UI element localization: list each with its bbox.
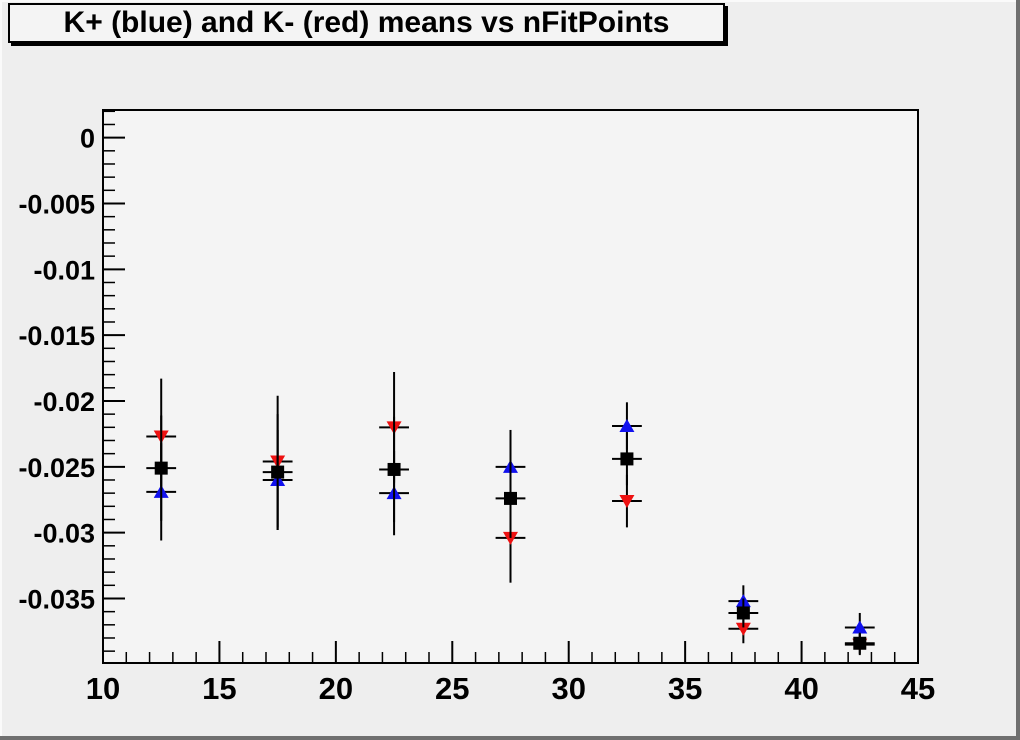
y-tick-label: -0.025 xyxy=(18,453,95,483)
y-tick-label: -0.015 xyxy=(18,321,95,351)
y-tick-label: -0.01 xyxy=(33,255,95,285)
marker-combined-black- xyxy=(620,452,634,466)
x-tick-label: 25 xyxy=(435,671,469,706)
marker-combined-black- xyxy=(271,465,285,479)
y-tick-label: -0.03 xyxy=(33,519,95,549)
marker-combined-black- xyxy=(853,636,867,650)
marker-combined-black- xyxy=(504,491,517,505)
marker-combined-black- xyxy=(387,462,401,476)
chart-title: K+ (blue) and K- (red) means vs nFitPoin… xyxy=(63,6,670,39)
x-tick-label: 20 xyxy=(319,671,353,706)
window-bevel-left xyxy=(0,0,2,740)
window-bevel-top xyxy=(0,0,1020,2)
x-tick-label: 10 xyxy=(86,671,120,706)
window-bevel-bottom xyxy=(0,736,1020,740)
marker-k--red- xyxy=(619,495,635,509)
marker-combined-black- xyxy=(154,461,168,475)
x-tick-label: 35 xyxy=(668,671,702,706)
x-tick-label: 40 xyxy=(784,671,818,706)
y-tick-label: -0.035 xyxy=(18,584,95,614)
title-box: K+ (blue) and K- (red) means vs nFitPoin… xyxy=(8,3,725,43)
y-tick-label: -0.02 xyxy=(33,387,95,417)
marker-k--red- xyxy=(735,622,751,636)
x-tick-label: 30 xyxy=(551,671,585,706)
x-tick-label: 45 xyxy=(901,671,935,706)
y-tick-label: -0.005 xyxy=(18,189,95,219)
y-tick-label: 0 xyxy=(80,124,95,154)
marker-k+-blue- xyxy=(619,419,635,432)
x-tick-label: 15 xyxy=(202,671,236,706)
marker-k+-blue- xyxy=(852,620,868,634)
marker-k--red- xyxy=(503,531,518,545)
marker-combined-black- xyxy=(736,606,750,620)
window-bevel-right xyxy=(1016,0,1020,740)
